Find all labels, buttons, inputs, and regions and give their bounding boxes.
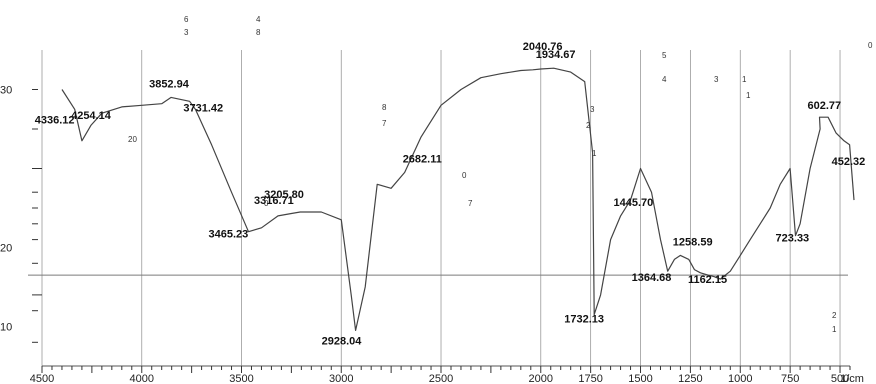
annotation-label: 4 [662, 75, 667, 84]
peak-label: 3465.23 [208, 229, 248, 241]
peak-label: 1732.13 [564, 314, 604, 326]
y-tick-label: 30 [0, 85, 12, 97]
annotation-label: 7 [382, 119, 387, 128]
annotation-label: 3 [184, 28, 189, 37]
x-tick-label: 4000 [130, 373, 154, 384]
peak-label: 1934.67 [536, 49, 576, 61]
x-tick-label: 4500 [30, 373, 54, 384]
peak-label: 1445.70 [613, 197, 653, 209]
x-tick-label: 3500 [229, 373, 253, 384]
x-tick-label: 1000 [728, 373, 752, 384]
peak-label: 1258.59 [673, 236, 713, 248]
peak-label: 3852.94 [149, 78, 190, 90]
x-tick-label: 750 [781, 373, 799, 384]
peak-label: 602.77 [807, 100, 841, 112]
x-tick-label: 2500 [429, 373, 453, 384]
annotation-label: 0 [264, 199, 269, 208]
annotation-label: 5 [662, 51, 667, 60]
annotation-label: 7 [468, 199, 473, 208]
annotation-label: 8 [256, 28, 261, 37]
peak-label: 3316.71 [254, 195, 294, 207]
annotation-label: 1 [746, 91, 751, 100]
grid-lines [28, 50, 848, 366]
peak-label: 4336.12 [35, 114, 75, 126]
x-tick-label: 3000 [329, 373, 353, 384]
peak-label: 3205.80 [264, 189, 304, 201]
x-tick-label: 1500 [628, 373, 652, 384]
y-tick-label: 10 [0, 322, 12, 334]
annotation-label: 1 [832, 325, 837, 334]
annotation-label: 6 [184, 15, 189, 24]
peak-label: 4254.14 [71, 110, 112, 122]
annotation-label: 4 [256, 15, 261, 24]
annotation-label: 1 [592, 149, 597, 158]
peak-label: 1364.68 [632, 272, 672, 284]
peak-label: 3731.42 [183, 102, 223, 114]
annotation-label: 2 [832, 311, 837, 320]
annotation-label: 3 [714, 75, 719, 84]
annotation-label: 0 [868, 41, 873, 50]
x-tick-label: 1250 [678, 373, 702, 384]
annotation-label: 2 [586, 121, 591, 130]
x-tick-label: 2000 [529, 373, 553, 384]
spectrum-series [61, 67, 855, 331]
annotations: 20 0 6 3 4 8 5 4 3 2 1 3 1 1 2 1 0 8 7 7 0 [128, 15, 873, 334]
peak-label: 1162.15 [688, 274, 727, 286]
peak-label: 723.33 [776, 233, 810, 245]
x-unit-label: 1/cm [840, 373, 864, 384]
x-tick-label: 1750 [578, 373, 602, 384]
peak-label: 452.32 [832, 156, 866, 168]
annotation-label: 1 [742, 75, 747, 84]
annotation-label: 3 [590, 105, 595, 114]
annotation-label: 0 [462, 171, 467, 180]
peak-label: 2682.11 [403, 153, 442, 165]
peak-label: 2040.76 [523, 41, 563, 53]
peak-label: 2928.04 [322, 335, 363, 347]
annotation-label: 20 [128, 135, 137, 144]
spectrum-line [61, 67, 855, 331]
annotation-label: 8 [382, 103, 387, 112]
y-tick-label: 20 [0, 243, 12, 255]
x-tick-label: 500 [831, 373, 849, 384]
